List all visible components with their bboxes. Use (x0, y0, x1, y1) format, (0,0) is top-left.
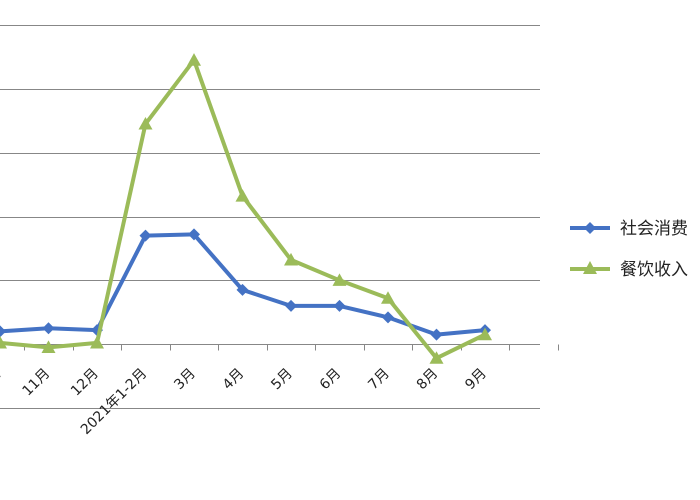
data-point (285, 299, 297, 312)
legend-entry: 社会消费 (570, 219, 688, 239)
x-tick-label: 3月 (171, 366, 199, 394)
data-point (41, 340, 56, 353)
x-tick-label: 10月 (0, 366, 5, 400)
x-tick-label: 9月 (462, 366, 490, 394)
data-point (42, 322, 55, 335)
legend-marker (583, 261, 597, 274)
data-point (332, 273, 347, 286)
x-tick-label: 6月 (317, 366, 345, 394)
data-point (138, 116, 153, 130)
x-tick-label: 5月 (268, 366, 296, 394)
data-point (235, 189, 250, 202)
data-point (284, 252, 298, 266)
data-point (0, 325, 6, 338)
legend-marker (584, 222, 596, 234)
data-point (236, 283, 249, 296)
data-point (90, 335, 104, 349)
gridlines (0, 25, 540, 409)
x-tick-label: 8月 (414, 366, 442, 394)
data-point (188, 228, 200, 241)
series-1 (0, 228, 491, 341)
series-2 (0, 53, 492, 364)
data-point (139, 229, 152, 242)
data-point (478, 327, 492, 341)
data-point (0, 335, 7, 349)
x-tick-label: 11月 (20, 366, 54, 400)
data-point (429, 351, 444, 364)
legend-label: 餐饮收入 (620, 260, 688, 280)
x-tick-label: 12月 (68, 366, 102, 400)
data-point (381, 291, 395, 304)
x-tick-label: 4月 (220, 366, 248, 394)
data-point (430, 328, 443, 341)
data-point (333, 299, 346, 312)
data-point (187, 53, 201, 66)
data-point (382, 311, 394, 324)
legend-entry: 餐饮收入 (570, 260, 688, 280)
series-line (0, 58, 487, 361)
legend-label: 社会消费 (620, 219, 688, 239)
x-tick-label: 7月 (365, 366, 393, 394)
series-group (0, 53, 492, 364)
